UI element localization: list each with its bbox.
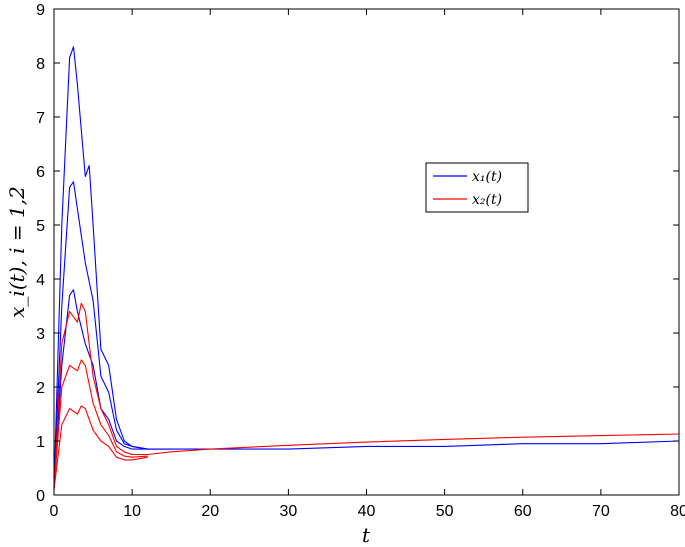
x-axis-label: t	[362, 523, 371, 547]
y-tick-label: 4	[36, 272, 45, 289]
y-tick-label: 9	[36, 2, 45, 19]
plot-frame	[53, 8, 680, 496]
y-tick-label: 8	[36, 56, 45, 73]
series-line-3	[53, 302, 680, 490]
legend-label-x2: x₂(t)	[472, 192, 502, 208]
x-tick-label: 60	[514, 503, 532, 520]
y-tick-label: 3	[36, 326, 45, 343]
series-line-4	[53, 359, 148, 490]
y-tick-label: 2	[36, 380, 45, 397]
y-tick-label: 0	[36, 488, 45, 505]
y-tick-label: 1	[36, 434, 45, 451]
y-tick-label: 6	[36, 164, 45, 181]
x-tick-label: 30	[279, 503, 297, 520]
series-line-1	[53, 181, 172, 490]
legend: x₁(t) x₂(t)	[425, 162, 529, 213]
series-layer	[53, 46, 680, 490]
y-axis-label: x_i(t), i = 1,2	[5, 186, 29, 318]
y-tick-label: 5	[36, 218, 45, 235]
x-tick-label: 80	[670, 503, 685, 520]
series-line-5	[53, 405, 148, 490]
x-tick-label: 0	[50, 503, 59, 520]
legend-label-x1: x₁(t)	[472, 169, 502, 185]
series-line-0	[53, 46, 680, 490]
series-line-2	[53, 289, 148, 490]
legend-box	[425, 162, 529, 213]
x-tick-label: 10	[123, 503, 141, 520]
x-tick-label: 20	[201, 503, 219, 520]
ticks-layer: 0 10 20 30 40 50 60 70 80 0 1 2 3 4 5 6 7 8 9	[36, 2, 685, 520]
x-tick-label: 40	[358, 503, 376, 520]
x-tick-label: 50	[436, 503, 454, 520]
y-tick-label: 7	[36, 110, 45, 127]
x-tick-label: 70	[592, 503, 610, 520]
